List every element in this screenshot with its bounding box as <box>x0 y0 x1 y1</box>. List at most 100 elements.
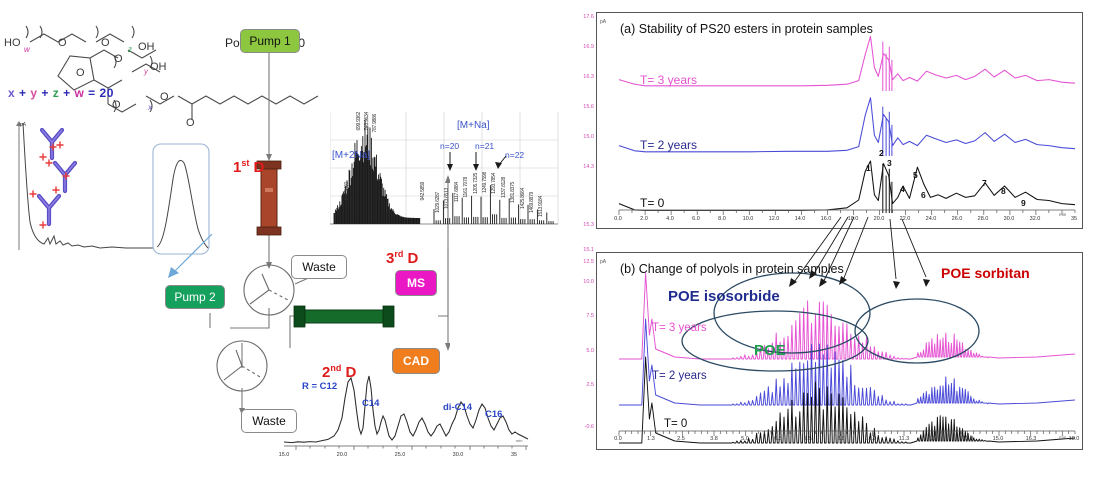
mz-label-right: 1425.8664 <box>519 188 526 209</box>
panel-a-peak-number: 3 <box>887 158 892 168</box>
waste-box-2[interactable]: Waste <box>241 409 297 433</box>
antibody-chromatogram-svg: pA <box>16 121 200 250</box>
mz-label-left: 548.3460 <box>344 182 350 201</box>
panel-a-peak-number: 5 <box>913 170 918 180</box>
ester-xtick: 30.0 <box>452 452 464 458</box>
poe-sorbitan-label: POE sorbitan <box>941 265 1030 281</box>
svg-text:O: O <box>160 91 169 103</box>
right-chromatogram-panel: pA min (a) Stability of PS20 esters in p… <box>578 0 1095 480</box>
panel-a-xtick: 2.0 <box>640 216 648 222</box>
poe-sorbitan-ellipse <box>854 298 980 364</box>
mz-label-right: 1117.6884 <box>453 182 460 203</box>
panel-a-peak-number: 4 <box>900 184 905 194</box>
svg-text:OH: OH <box>138 41 155 53</box>
panel-a-ytick: 15.6 <box>583 104 594 110</box>
panel-b-xtick: 6.3 <box>774 436 782 442</box>
mz-label-left: 942.5859 <box>420 182 426 201</box>
panel-connector-arrows-svg <box>789 216 930 289</box>
panel-b-xtick: 11.3 <box>898 436 910 442</box>
panel-a-trace-label-3y: T= 3 years <box>640 73 698 87</box>
panel-b-xtick: 13.8 <box>962 436 974 442</box>
ms-detector-box[interactable]: MS <box>395 270 437 296</box>
mass-spectrum-svg <box>330 112 559 225</box>
panel-b-xtick: 8.8 <box>837 436 845 442</box>
panel-b-ytick: 12.5 <box>583 259 594 265</box>
panel-a-trace <box>618 35 1076 87</box>
svg-text:min: min <box>516 438 522 443</box>
panel-a-ytick: 15.3 <box>583 222 594 228</box>
svg-text:O: O <box>76 67 85 79</box>
panel-a-peak-number: 7 <box>982 178 987 188</box>
panel-b-title: (b) Change of polyols in protein samples <box>620 262 844 276</box>
mz-label-right: 1205.7325 <box>472 173 479 194</box>
panel-b-plot: pA min <box>596 252 1083 450</box>
mz-label-right: 1029.6287 <box>435 192 441 213</box>
panel-b-xtick: 15.0 <box>992 436 1004 442</box>
d3-letter: D <box>403 250 419 267</box>
mz-label-left: 699.9362 <box>356 112 362 131</box>
region-ellipses <box>681 272 980 372</box>
panel-a-ytick: 16.3 <box>583 74 594 80</box>
ester-label-c12: R = C12 <box>302 381 338 392</box>
adduct-label-m-na: [M+Na] <box>457 120 490 131</box>
panel-a-xtick: 0.0 <box>614 216 622 222</box>
panel-a-xtick: 16.0 <box>820 216 832 222</box>
panel-a-xtick: 30.0 <box>1003 216 1015 222</box>
ester-label-dic14: di-C14 <box>443 402 473 413</box>
panel-a-peak-number: 6 <box>921 190 926 200</box>
ester-xtick: 35 <box>510 452 518 458</box>
pump-2-box[interactable]: Pump 2 <box>165 285 225 309</box>
panel-b-trace <box>619 272 1076 360</box>
panel-b-trace <box>619 318 1076 406</box>
panel-a-xtick: 12.0 <box>768 216 780 222</box>
panel-a-peak-number: 2 <box>879 148 884 158</box>
n20-label: n=20 <box>440 141 460 151</box>
panel-a-xtick: 22.0 <box>899 216 911 222</box>
panel-a-xtick: 35 <box>1070 216 1078 222</box>
callout-arrow-svg <box>168 233 213 278</box>
first-dimension-column <box>256 160 282 236</box>
cad-detector-box[interactable]: CAD <box>392 348 440 374</box>
plus-3: + <box>63 86 71 100</box>
var-x: x <box>8 86 16 100</box>
mz-label-left: 787.9886 <box>372 114 378 133</box>
panel-a-xtick: 32.0 <box>1029 216 1041 222</box>
panel-a-ytick: 15.0 <box>583 134 594 140</box>
polysorbate-structure-svg: HO O O OH O O OH O O O w z y x <box>4 25 319 129</box>
panel-a-trace <box>618 160 1076 211</box>
ester-chromatogram-svg: min <box>283 375 529 450</box>
panel-a-trace <box>618 97 1076 153</box>
panel-a-xtick: 14.0 <box>794 216 806 222</box>
ester-label-c16: C16 <box>485 409 503 420</box>
third-dimension-label: 3rd D <box>386 249 418 267</box>
panel-a-peak-number: 8 <box>1001 186 1006 196</box>
left-schematic-panel: HO O O OH O O OH O O O w z y x Polysorba… <box>4 25 559 458</box>
panel-b-xtick: 1.3 <box>647 436 655 442</box>
mz-label-right: 1381.8375 <box>510 182 517 203</box>
svg-text:O: O <box>186 117 195 129</box>
second-dimension-label: 2nd D <box>322 363 356 381</box>
panel-b-ytick: 5.0 <box>586 348 594 354</box>
panel-a-trace-label-2y: T= 2 years <box>640 138 698 152</box>
waste-box-1[interactable]: Waste <box>291 255 347 279</box>
mz-label-right: 1073.6513 <box>444 188 451 209</box>
svg-text:O: O <box>101 37 110 49</box>
panel-b-xtick: 18.0 <box>1068 436 1080 442</box>
n22-label: n=22 <box>505 150 525 160</box>
poe-isosorbide-label: POE isosorbide <box>668 288 780 305</box>
d1-letter: D <box>249 159 265 176</box>
poe-isosorbide-ellipse <box>713 272 871 354</box>
pump-1-box[interactable]: Pump 1 <box>240 29 300 53</box>
panel-b-xtick: 2.5 <box>677 436 685 442</box>
panel-a-xtick: 20.0 <box>873 216 885 222</box>
panel-b-ytick: 10.0 <box>583 279 594 285</box>
ester-xtick: 20.0 <box>336 452 348 458</box>
svg-text:x: x <box>147 103 153 112</box>
d1-suffix: st <box>241 158 250 168</box>
svg-text:pA: pA <box>600 19 607 25</box>
plus-2: + <box>41 86 49 100</box>
poe-ellipse <box>681 310 869 372</box>
d3-number: 3 <box>386 250 395 267</box>
panel-a-xtick: 28.0 <box>977 216 989 222</box>
svg-text:z: z <box>127 45 132 54</box>
